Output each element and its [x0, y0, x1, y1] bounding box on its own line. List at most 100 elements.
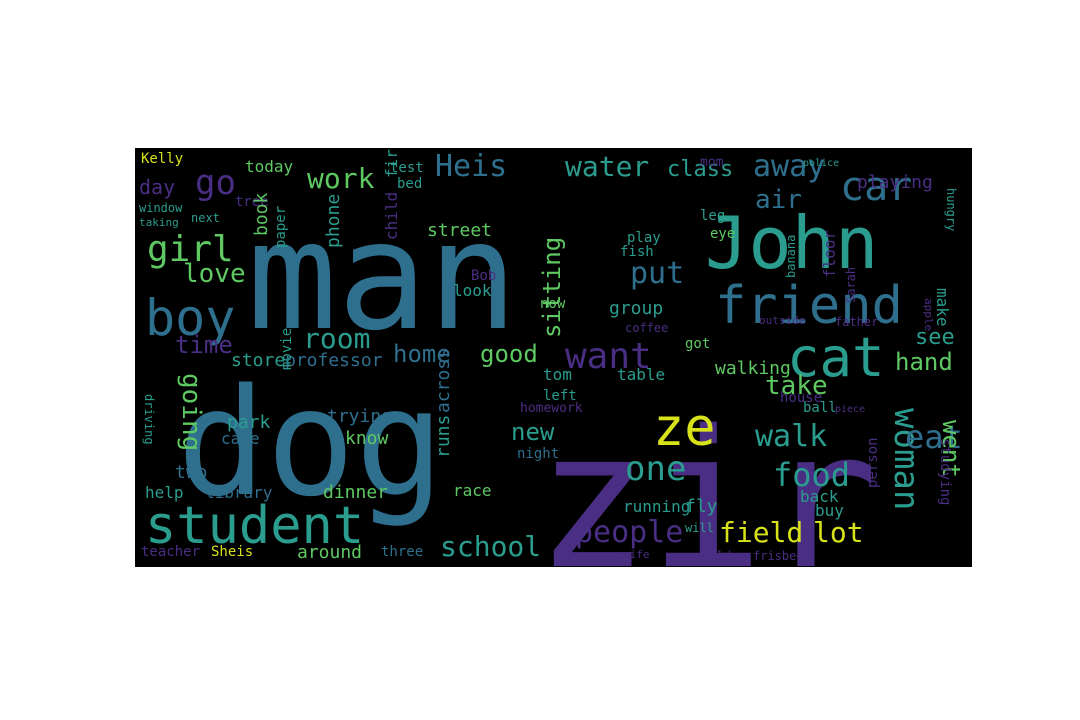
word-go: go [195, 163, 236, 203]
word-piece: piece [835, 404, 865, 415]
word-home: home [393, 340, 451, 368]
word-take: take [765, 371, 828, 401]
word-street: street [427, 220, 492, 241]
word-cat: cat [787, 326, 885, 389]
word-make: make [933, 288, 952, 327]
word-coffee: coffee [625, 321, 668, 335]
word-house: house [780, 390, 822, 406]
word-student: student [145, 496, 364, 556]
word-sitting: sitting [538, 237, 566, 338]
word-new: new [511, 418, 555, 446]
word-child: child [382, 192, 401, 240]
word-dinner: dinner [323, 482, 388, 503]
word-back: back [800, 487, 839, 506]
word-hand: hand [895, 348, 953, 376]
word-paper: paper [273, 206, 289, 248]
word-air: air [755, 185, 802, 215]
word-put: put [630, 256, 684, 291]
word-running: running [623, 497, 690, 516]
word-test: test [390, 160, 424, 176]
word-person: person [865, 437, 881, 488]
word-boy: boy [145, 289, 235, 347]
word-will: will [685, 521, 714, 535]
word-playing: playing [857, 172, 933, 193]
word-race: race [453, 481, 492, 500]
word-police: police [803, 158, 839, 169]
word-wife: wife [623, 548, 650, 561]
word-lot: lot [813, 516, 864, 549]
word-water: water [565, 150, 649, 183]
word-tree: tree [235, 194, 269, 210]
word-store: store [231, 350, 285, 371]
word-people: people [575, 515, 683, 550]
word-love: love [183, 259, 246, 289]
word-window: window [139, 201, 183, 215]
word-table: table [617, 365, 665, 384]
word-room: room [303, 322, 370, 355]
word-heis: Heis [435, 149, 507, 184]
word-three: three [381, 544, 423, 560]
word-taking: taking [139, 216, 179, 229]
word-fire: fire [382, 148, 401, 178]
word-buy: buy [815, 501, 844, 520]
word-apple: apple [922, 298, 935, 331]
word-today: today [245, 157, 294, 176]
word-next: next [191, 211, 220, 225]
word-across: across [433, 348, 454, 413]
word-kelly: Kelly [141, 151, 183, 167]
word-eye: eye [710, 226, 735, 242]
word-outside: outside [759, 314, 805, 327]
word-car: car [840, 164, 912, 210]
word-night: night [517, 446, 559, 462]
word-dog: dog [177, 357, 444, 529]
word-group: group [609, 298, 663, 319]
word-food: food [773, 456, 850, 494]
word-work: work [307, 162, 375, 195]
word-left: left [543, 388, 577, 404]
word-professor: professor [285, 350, 383, 371]
word-library: library [205, 483, 273, 502]
word-fish: fish [620, 244, 654, 260]
word-help: help [145, 483, 184, 502]
word-floor: floor [820, 229, 839, 278]
word-trying: trying [327, 406, 392, 427]
word-phone: phone [323, 194, 344, 248]
word-mom: mom [700, 155, 724, 170]
word-school: school [440, 530, 541, 563]
word-class: class [667, 157, 733, 182]
word-see: see [915, 325, 955, 350]
word-runs: runs [433, 415, 454, 458]
word-movie: movie [279, 328, 295, 370]
word-bed: bed [397, 176, 422, 192]
word-john: John [705, 201, 878, 285]
word-banana: banana [784, 235, 798, 278]
word-two: two [175, 462, 208, 483]
word-good: good [480, 340, 538, 368]
word-time: time [175, 331, 233, 359]
word-bob: Bob [471, 268, 496, 284]
word-driving: driving [142, 394, 156, 445]
word-now: now [540, 296, 566, 312]
word-world: world [695, 549, 731, 563]
word-teacher: teacher [141, 544, 200, 560]
word-woman: woman [886, 408, 926, 510]
word-sarah: Sarah [844, 267, 858, 303]
word-friend: friend [715, 276, 903, 336]
word-away: away [753, 149, 825, 184]
word-cloud: man dog zir John friend student cat boy ze car wan… [135, 148, 972, 567]
word-girl: girl [147, 229, 234, 270]
word-sheis: Sheis [211, 544, 253, 560]
word-want: want [565, 336, 652, 377]
word-ze: ze [653, 398, 716, 458]
word-around: around [297, 542, 362, 563]
word-look: look [453, 281, 492, 300]
word-went: went [937, 420, 965, 478]
word-cake: cake [221, 429, 260, 448]
word-hungry: hungry [944, 188, 958, 231]
word-got: got [685, 336, 710, 352]
word-play: play [627, 230, 661, 246]
word-day: day [139, 175, 175, 199]
word-know: know [345, 428, 389, 449]
word-walk: walk [755, 419, 827, 454]
